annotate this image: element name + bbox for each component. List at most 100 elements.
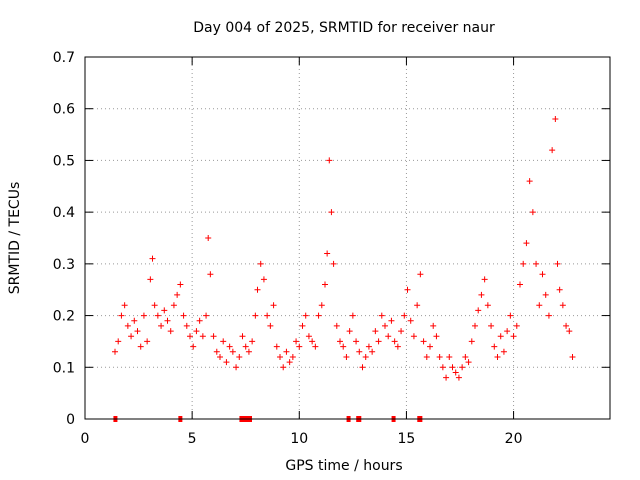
data-point bbox=[465, 359, 472, 366]
y-tick-label: 0.6 bbox=[53, 102, 75, 118]
data-point bbox=[520, 260, 527, 267]
data-point bbox=[414, 302, 421, 309]
data-point bbox=[207, 271, 214, 278]
data-point bbox=[554, 260, 561, 267]
data-point bbox=[391, 338, 398, 345]
data-point bbox=[497, 333, 504, 340]
data-point bbox=[491, 343, 498, 350]
data-point bbox=[563, 322, 570, 329]
y-tick-label: 0.1 bbox=[53, 360, 75, 376]
data-point bbox=[349, 312, 356, 319]
data-point bbox=[242, 343, 249, 350]
grid bbox=[85, 57, 610, 419]
data-point bbox=[536, 302, 543, 309]
data-point bbox=[328, 209, 335, 216]
data-point bbox=[526, 178, 533, 185]
data-point bbox=[401, 312, 408, 319]
data-point bbox=[481, 276, 488, 283]
data-point bbox=[270, 302, 277, 309]
data-point bbox=[144, 338, 151, 345]
data-point bbox=[305, 333, 312, 340]
plot-frame bbox=[84, 56, 611, 420]
data-point bbox=[436, 353, 443, 360]
data-point bbox=[318, 302, 325, 309]
data-point bbox=[430, 322, 437, 329]
data-point bbox=[356, 348, 363, 355]
data-point bbox=[375, 338, 382, 345]
data-point bbox=[267, 322, 274, 329]
data-point bbox=[134, 328, 141, 335]
data-point bbox=[566, 328, 573, 335]
data-point bbox=[196, 317, 203, 324]
data-point bbox=[226, 343, 233, 350]
data-point bbox=[151, 302, 158, 309]
data-point bbox=[302, 312, 309, 319]
data-point bbox=[510, 333, 517, 340]
data-point bbox=[353, 338, 360, 345]
data-point bbox=[299, 322, 306, 329]
data-point bbox=[223, 359, 230, 366]
data-point bbox=[494, 353, 501, 360]
data-point bbox=[468, 338, 475, 345]
data-point bbox=[121, 302, 128, 309]
data-point bbox=[254, 286, 261, 293]
data-point bbox=[417, 271, 424, 278]
data-point bbox=[283, 348, 290, 355]
x-tick-label: 15 bbox=[398, 431, 416, 447]
data-point bbox=[205, 235, 212, 241]
data-point bbox=[404, 286, 411, 293]
data-point bbox=[190, 343, 197, 350]
data-point bbox=[309, 338, 316, 345]
data-point bbox=[542, 291, 549, 298]
data-point bbox=[158, 322, 165, 329]
data-point bbox=[257, 260, 264, 267]
data-point bbox=[161, 307, 168, 314]
data-point bbox=[164, 317, 171, 324]
data-point bbox=[394, 343, 401, 350]
data-point bbox=[488, 322, 495, 329]
data-point bbox=[433, 333, 440, 340]
x-tick-label: 5 bbox=[188, 431, 197, 447]
chart-title: Day 004 of 2025, SRMTID for receiver nau… bbox=[193, 20, 495, 36]
data-point bbox=[124, 322, 131, 329]
data-point bbox=[131, 317, 138, 324]
data-point bbox=[388, 317, 395, 324]
data-point bbox=[472, 322, 478, 329]
data-point bbox=[523, 240, 530, 247]
data-point bbox=[183, 322, 190, 329]
data-point bbox=[324, 250, 331, 257]
data-point bbox=[236, 353, 243, 360]
data-point bbox=[210, 333, 217, 340]
data-point bbox=[217, 353, 223, 360]
data-point bbox=[273, 343, 280, 350]
data-point bbox=[180, 312, 187, 319]
data-point bbox=[372, 328, 379, 335]
data-point bbox=[362, 353, 369, 360]
data-point bbox=[154, 312, 161, 319]
x-tick-label: 10 bbox=[290, 431, 308, 447]
data-point bbox=[340, 343, 347, 350]
data-point bbox=[187, 333, 193, 340]
data-point bbox=[459, 364, 466, 371]
y-tick-label: 0.4 bbox=[53, 205, 75, 221]
y-tick-label: 0 bbox=[66, 412, 75, 428]
data-point bbox=[569, 353, 576, 360]
data-point bbox=[513, 322, 520, 329]
data-point bbox=[322, 281, 328, 288]
data-point bbox=[286, 359, 293, 366]
data-point bbox=[137, 343, 144, 350]
data-point bbox=[333, 322, 340, 329]
data-point bbox=[539, 271, 546, 278]
data-point bbox=[193, 328, 200, 335]
data-point bbox=[549, 147, 556, 154]
y-tick-label: 0.7 bbox=[53, 50, 75, 66]
data-point bbox=[199, 333, 206, 340]
data-point bbox=[203, 312, 210, 319]
y-tick-label: 0.5 bbox=[53, 153, 75, 169]
data-point bbox=[533, 260, 540, 267]
data-point bbox=[500, 348, 507, 355]
data-point bbox=[343, 353, 350, 360]
data-point bbox=[147, 276, 154, 283]
data-point bbox=[140, 312, 147, 319]
